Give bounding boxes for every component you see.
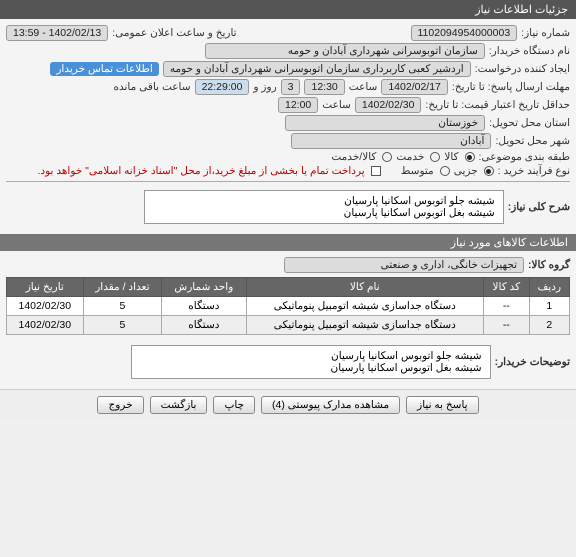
opt-motavaset: متوسط bbox=[401, 165, 434, 177]
radio-motavaset[interactable] bbox=[440, 166, 450, 176]
opt-kala-khadamat: کالا/خدمت bbox=[331, 151, 376, 163]
deadline-label: مهلت ارسال پاسخ: تا تاریخ: bbox=[452, 81, 570, 93]
col-header: واحد شمارش bbox=[162, 278, 246, 297]
requester-value: اردشیر کعبی کاربرداری سازمان اتوبوسرانی … bbox=[163, 61, 471, 77]
window-title: جزئیات اطلاعات نیاز bbox=[0, 0, 576, 19]
time-label-2: ساعت bbox=[322, 99, 351, 111]
valid-time: 12:00 bbox=[278, 97, 318, 113]
table-cell: 1 bbox=[529, 297, 569, 316]
table-cell: 5 bbox=[83, 316, 162, 335]
table-cell: -- bbox=[484, 297, 530, 316]
table-cell: 2 bbox=[529, 316, 569, 335]
summary-label: شرح کلی نیاز: bbox=[508, 201, 570, 213]
radio-khadamat[interactable] bbox=[430, 152, 440, 162]
day-label: روز و bbox=[253, 81, 276, 93]
table-cell: دستگاه جداسازی شیشه اتومبیل پنوماتیکی bbox=[246, 316, 484, 335]
city-label: شهر محل تحویل: bbox=[495, 135, 570, 147]
req-no-label: شماره نیاز: bbox=[521, 27, 570, 39]
summary-text: شیشه جلو اتوبوس اسکانیا پارسیان شیشه بغل… bbox=[144, 190, 504, 224]
items-header: اطلاعات کالاهای مورد نیاز bbox=[0, 234, 576, 251]
table-row[interactable]: 2--دستگاه جداسازی شیشه اتومبیل پنوماتیکی… bbox=[7, 316, 570, 335]
group-label: گروه کالا: bbox=[528, 259, 570, 271]
valid-label: حداقل تاریخ اعتبار قیمت: تا تاریخ: bbox=[425, 99, 570, 111]
group-value: تجهیزات خانگی، اداری و صنعتی bbox=[284, 257, 524, 273]
attachments-button[interactable]: مشاهده مدارک پیوستی (4) bbox=[261, 396, 400, 414]
deadline-time: 12:30 bbox=[304, 79, 344, 95]
table-cell: دستگاه جداسازی شیشه اتومبیل پنوماتیکی bbox=[246, 297, 484, 316]
process-label: نوع فرآیند خرید : bbox=[498, 165, 570, 177]
table-cell: 1402/02/30 bbox=[7, 316, 84, 335]
items-table: ردیفکد کالانام کالاواحد شمارشتعداد / مقد… bbox=[6, 277, 570, 335]
buyer-value: سازمان اتوبوسرانی شهرداری آبادان و حومه bbox=[205, 43, 485, 59]
radio-kala-khadamat[interactable] bbox=[382, 152, 392, 162]
table-cell: -- bbox=[484, 316, 530, 335]
table-cell: دستگاه bbox=[162, 297, 246, 316]
city-value: آبادان bbox=[291, 133, 491, 149]
pay-note: پرداخت تمام یا بخشی از مبلغ خرید،از محل … bbox=[38, 165, 365, 177]
requester-label: ایجاد کننده درخواست: bbox=[475, 63, 570, 75]
radio-jozii[interactable] bbox=[484, 166, 494, 176]
deadline-date: 1402/02/17 bbox=[381, 79, 448, 95]
buyer-note-label: توضیحات خریدار: bbox=[495, 356, 570, 368]
contact-link[interactable]: اطلاعات تماس خریدار bbox=[50, 62, 158, 76]
col-header: کد کالا bbox=[484, 278, 530, 297]
col-header: نام کالا bbox=[246, 278, 484, 297]
radio-kala[interactable] bbox=[465, 152, 475, 162]
remain-suffix: ساعت باقی مانده bbox=[114, 81, 191, 93]
table-cell: دستگاه bbox=[162, 316, 246, 335]
req-no-value: 1102094954000003 bbox=[411, 25, 518, 41]
col-header: تعداد / مقدار bbox=[83, 278, 162, 297]
col-header: ردیف bbox=[529, 278, 569, 297]
province-value: خوزستان bbox=[285, 115, 485, 131]
opt-kala: کالا bbox=[444, 151, 458, 163]
opt-khadamat: خدمت bbox=[396, 151, 424, 163]
valid-date: 1402/02/30 bbox=[355, 97, 422, 113]
opt-jozii: جزیی bbox=[454, 165, 478, 177]
back-button[interactable]: بازگشت bbox=[150, 396, 208, 414]
respond-button[interactable]: پاسخ به نیاز bbox=[406, 396, 478, 414]
subject-class-label: طبقه بندی موضوعی: bbox=[479, 151, 570, 163]
exit-button[interactable]: خروج bbox=[97, 396, 143, 414]
ann-value: 1402/02/13 - 13:59 bbox=[6, 25, 108, 41]
day-val: 3 bbox=[281, 79, 301, 95]
province-label: استان محل تحویل: bbox=[489, 117, 570, 129]
table-cell: 5 bbox=[83, 297, 162, 316]
time-label-1: ساعت bbox=[349, 81, 378, 93]
buyer-label: نام دستگاه خریدار: bbox=[489, 45, 570, 57]
buyer-note-text: شیشه جلو اتوبوس اسکانیا پارسیان شیشه بغل… bbox=[131, 345, 491, 379]
table-cell: 1402/02/30 bbox=[7, 297, 84, 316]
table-row[interactable]: 1--دستگاه جداسازی شیشه اتومبیل پنوماتیکی… bbox=[7, 297, 570, 316]
remain-time: 22:29:00 bbox=[195, 79, 250, 95]
pay-checkbox[interactable] bbox=[371, 166, 381, 176]
col-header: تاریخ نیاز bbox=[7, 278, 84, 297]
ann-label: تاریخ و ساعت اعلان عمومی: bbox=[112, 27, 236, 39]
print-button[interactable]: چاپ bbox=[213, 396, 255, 414]
